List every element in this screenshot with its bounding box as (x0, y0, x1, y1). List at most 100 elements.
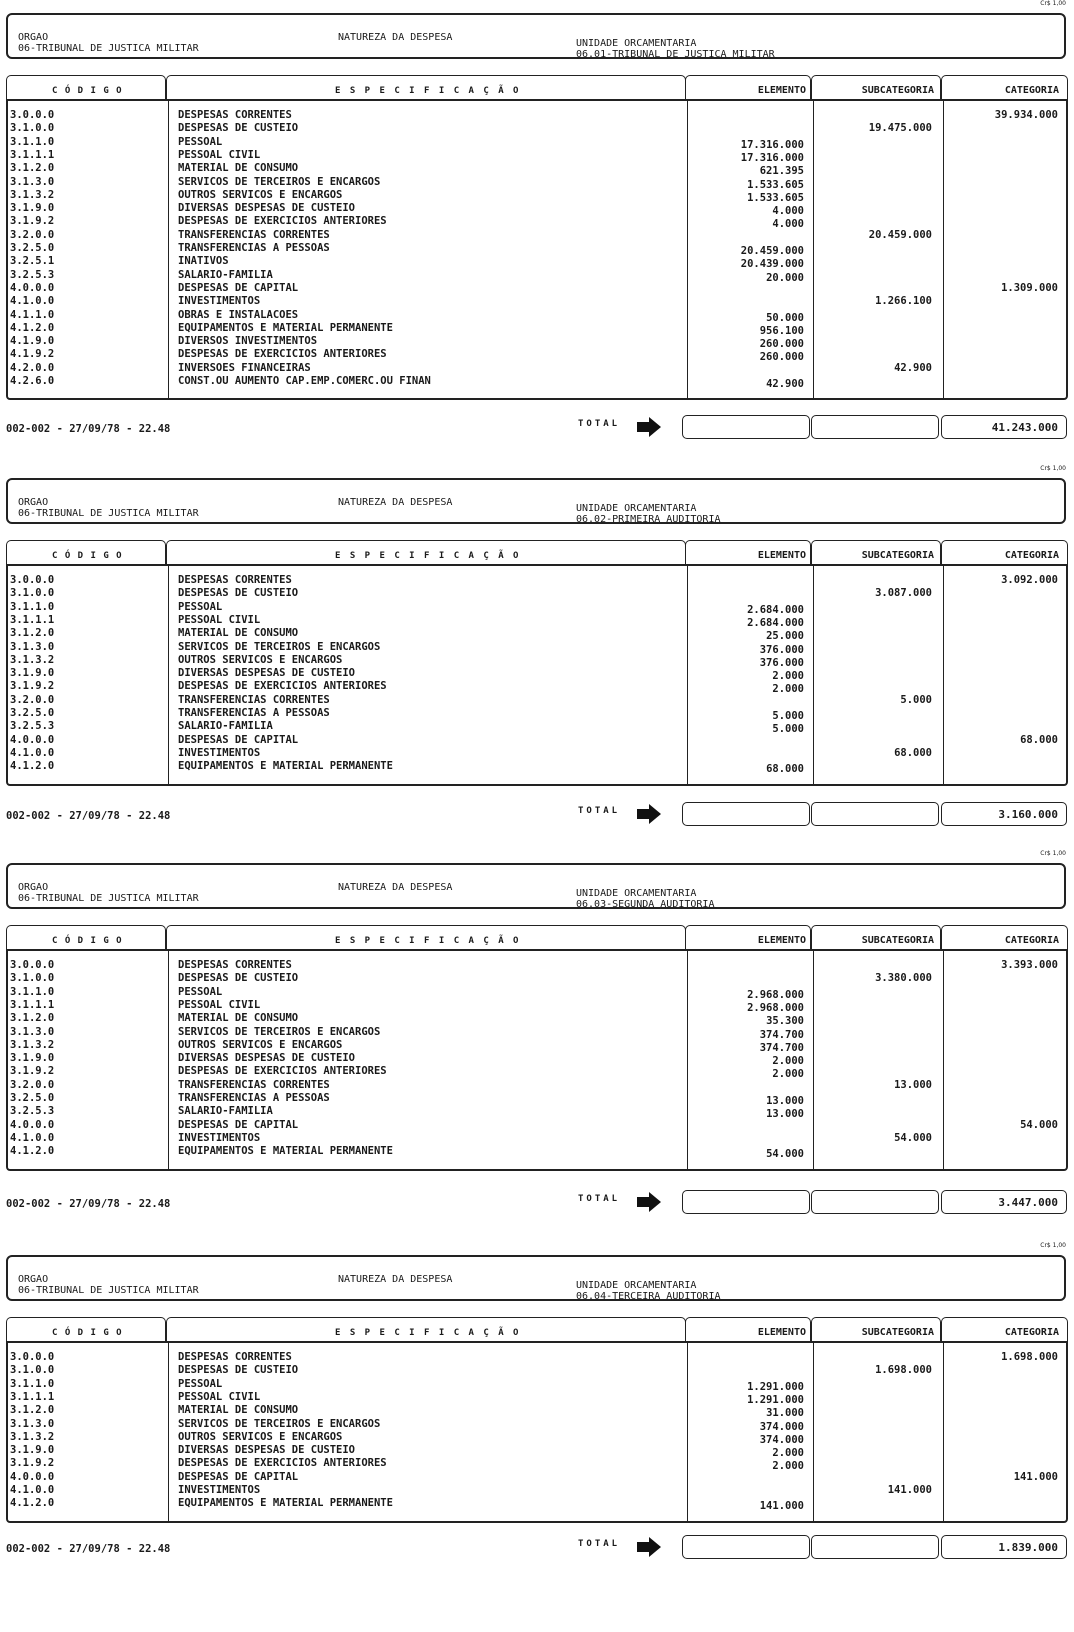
table-row: 4.1.9.0 DIVERSOS INVESTIMENTOS 260.000 (8, 335, 1066, 350)
row-especificacao: PESSOAL (178, 135, 223, 148)
row-subcategoria: 13.000 (894, 1078, 932, 1091)
row-codigo: 3.1.3.0 (10, 640, 55, 653)
row-codigo: 3.1.3.0 (10, 1417, 55, 1430)
row-especificacao: DESPESAS DE EXERCICIOS ANTERIORES (178, 348, 387, 361)
table-row: 3.1.0.0 DESPESAS DE CUSTEIO 3.380.000 (8, 972, 1066, 985)
row-categoria: 39.934.000 (994, 109, 1058, 121)
table-row: 3.2.5.0 TRANSFERENCIAS A PESSOAS 5.000 (8, 707, 1066, 722)
row-elemento: 374.700 (759, 1041, 804, 1054)
row-codigo: 3.1.0.0 (10, 1364, 55, 1377)
row-especificacao: OUTROS SERVICOS E ENCARGOS (178, 1038, 343, 1051)
header-box: ORGAO 06-TRIBUNAL DE JUSTICA MILITAR NATUR… (6, 1255, 1066, 1302)
row-especificacao: TRANSFERENCIAS CORRENTES (178, 228, 330, 241)
row-elemento: 376.000 (759, 643, 804, 656)
row-codigo: 3.1.1.1 (10, 613, 55, 626)
table-row: 3.2.0.0 TRANSFERENCIAS CORRENTES 5.000 (8, 694, 1066, 707)
column-divider (168, 951, 169, 1169)
table-row: 3.1.9.0 DIVERSAS DESPESAS DE CUSTEIO 2.000 (8, 1444, 1066, 1459)
row-especificacao: PESSOAL CIVIL (178, 148, 261, 161)
unidade-value: 06.02-PRIMEIRA AUDITORIA (576, 514, 721, 525)
row-especificacao: DIVERSAS DESPESAS DE CUSTEIO (178, 1052, 356, 1065)
total-label: TOTAL (578, 1539, 621, 1549)
column-divider (168, 1343, 169, 1521)
header-subcategoria-label: SUBCATEGORIA (861, 1327, 934, 1338)
row-especificacao: PESSOAL (178, 600, 223, 613)
header-especificacao-label: E S P E C I F I C A Ç Ã O (335, 551, 521, 561)
row-codigo: 3.0.0.0 (10, 109, 55, 121)
table-row: 3.1.1.1 PESSOAL CIVIL 2.968.000 (8, 999, 1066, 1014)
header-codigo: C Ó D I G O (6, 925, 166, 949)
unidade-label: UNIDADE ORCAMENTARIA (576, 38, 697, 49)
header-elemento-label: ELEMENTO (757, 935, 806, 946)
natureza-label: NATUREZA DA DESPESA (338, 32, 453, 43)
row-subcategoria: 1.266.100 (875, 295, 932, 308)
table-header: C Ó D I G O E S P E C I F I C A Ç Ã O ELEM… (6, 75, 1068, 99)
column-divider (813, 101, 814, 399)
row-subcategoria: 20.459.000 (868, 228, 932, 241)
row-elemento: 2.000 (772, 1460, 804, 1473)
total-value: 3.447.000 (998, 1196, 1058, 1209)
row-especificacao: DESPESAS DE CUSTEIO (178, 122, 299, 135)
total-subcategoria-box (811, 1535, 939, 1559)
table-row: 4.1.0.0 INVESTIMENTOS 1.266.100 (8, 295, 1066, 308)
table-row: 3.2.5.3 SALARIO-FAMILIA 20.000 (8, 268, 1066, 284)
column-divider (687, 951, 688, 1169)
row-especificacao: PESSOAL (178, 1377, 223, 1390)
row-codigo: 4.0.0.0 (10, 1118, 55, 1131)
unidade-value: 06.03-SEGUNDA AUDITORIA (576, 899, 715, 910)
header-elemento-label: ELEMENTO (757, 550, 806, 561)
row-subcategoria: 19.475.000 (868, 122, 932, 135)
row-subcategoria: 5.000 (900, 693, 932, 706)
natureza-label: NATUREZA DA DESPESA (338, 1274, 453, 1285)
table-row: 3.1.3.2 OUTROS SERVICOS E ENCARGOS 374.000 (8, 1430, 1066, 1446)
row-elemento: 2.000 (772, 683, 804, 696)
row-especificacao: OUTROS SERVICOS E ENCARGOS (178, 1430, 343, 1443)
row-codigo: 3.1.1.0 (10, 985, 55, 998)
row-codigo: 4.1.0.0 (10, 295, 55, 308)
row-subcategoria: 1.698.000 (875, 1364, 932, 1377)
table-row: 4.1.2.0 EQUIPAMENTOS E MATERIAL PERMANENT… (8, 1497, 1066, 1513)
header-categoria: CATEGORIA (941, 75, 1068, 99)
row-codigo: 3.2.5.0 (10, 707, 55, 719)
row-categoria: 3.092.000 (1001, 574, 1058, 586)
report-page: Cr$ 1,00 ORGAO 06-TRIBUNAL DE JUSTICA MILI… (0, 1242, 1074, 1632)
header-especificacao-label: E S P E C I F I C A Ç Ã O (335, 936, 521, 946)
row-codigo: 3.2.5.3 (10, 720, 55, 733)
row-especificacao: EQUIPAMENTOS E MATERIAL PERMANENTE (178, 1145, 393, 1158)
total-subcategoria-box (811, 802, 939, 826)
row-elemento: 54.000 (766, 1148, 804, 1161)
row-elemento: 42.900 (766, 378, 804, 390)
table-row: 3.1.0.0 DESPESAS DE CUSTEIO 1.698.000 (8, 1364, 1066, 1377)
orgao-value: 06-TRIBUNAL DE JUSTICA MILITAR (18, 893, 199, 904)
row-elemento: 2.000 (772, 1055, 804, 1068)
header-subcategoria: SUBCATEGORIA (811, 540, 941, 564)
orgao-label: ORGAO (18, 497, 49, 508)
row-elemento: 17.316.000 (740, 151, 804, 164)
table-row: 4.1.0.0 INVESTIMENTOS 68.000 (8, 747, 1066, 760)
row-codigo: 3.1.9.2 (10, 1457, 55, 1470)
row-especificacao: DESPESAS DE EXERCICIOS ANTERIORES (178, 1457, 387, 1470)
orgao-label: ORGAO (18, 1274, 49, 1285)
row-codigo: 3.2.5.3 (10, 268, 55, 281)
row-elemento: 141.000 (759, 1500, 804, 1513)
row-codigo: 4.1.9.0 (10, 335, 55, 348)
row-codigo: 3.2.5.0 (10, 1092, 55, 1104)
row-especificacao: DESPESAS DE CUSTEIO (178, 587, 299, 600)
row-especificacao: OBRAS E INSTALACOES (178, 308, 299, 321)
row-categoria: 141.000 (1013, 1470, 1058, 1483)
row-especificacao: DESPESAS CORRENTES (178, 109, 292, 121)
row-especificacao: INVESTIMENTOS (178, 295, 261, 308)
row-codigo: 4.2.6.0 (10, 375, 55, 387)
total-categoria-box: 3.447.000 (941, 1190, 1067, 1214)
row-codigo: 3.0.0.0 (10, 959, 55, 971)
row-especificacao: OUTROS SERVICOS E ENCARGOS (178, 188, 343, 201)
row-elemento: 4.000 (772, 218, 804, 231)
row-codigo: 3.2.5.1 (10, 255, 55, 268)
row-elemento: 13.000 (766, 1095, 804, 1107)
report-page: Cr$ 1,00 ORGAO 06-TRIBUNAL DE JUSTICA MILI… (0, 850, 1074, 1240)
header-elemento-label: ELEMENTO (757, 1327, 806, 1338)
column-divider (943, 566, 944, 784)
row-especificacao: MATERIAL DE CONSUMO (178, 162, 299, 175)
row-codigo: 4.1.0.0 (10, 1131, 55, 1144)
column-divider (687, 1343, 688, 1521)
